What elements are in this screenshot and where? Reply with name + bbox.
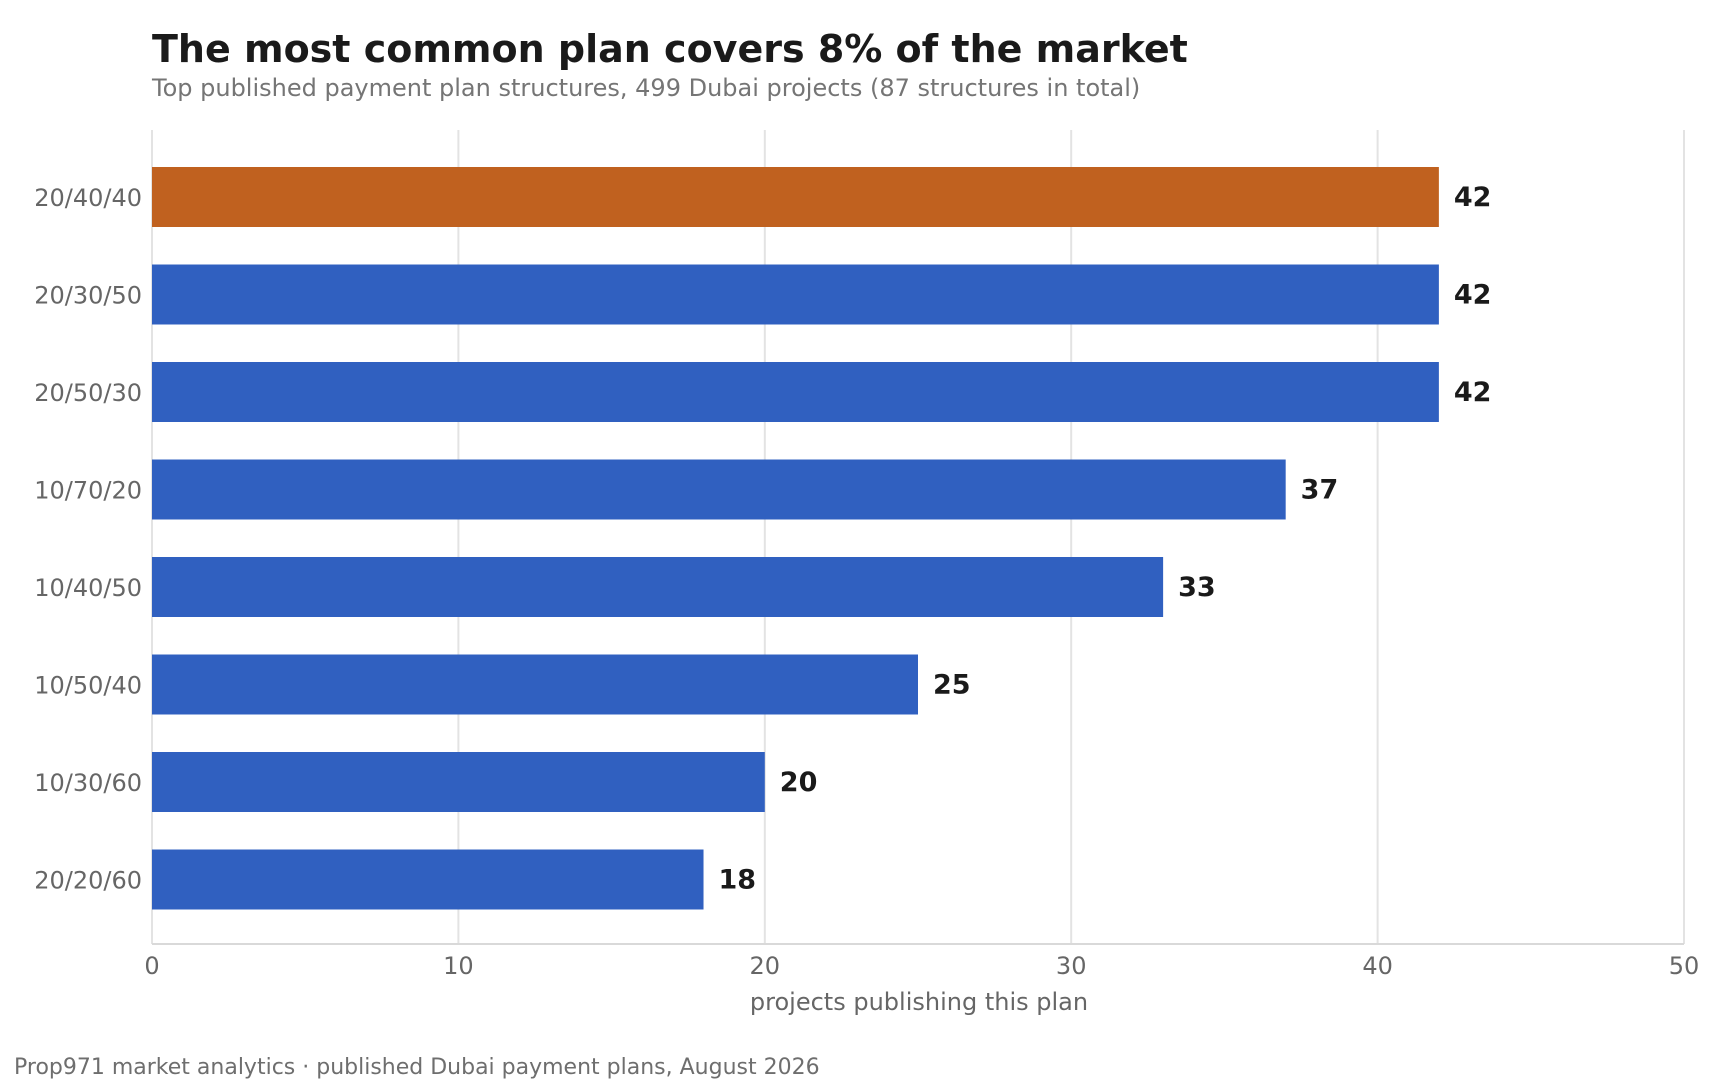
value-label: 42 [1454, 377, 1492, 408]
value-label: 42 [1454, 280, 1492, 311]
x-axis: 0 10 20 30 40 50 [144, 943, 1700, 980]
x-axis-label: projects publishing this plan [750, 988, 1088, 1016]
y-tick-label: 20/30/50 [34, 282, 142, 310]
bar-10-70-20 [152, 459, 1286, 520]
value-label: 33 [1178, 572, 1216, 603]
chart-subtitle: Top published payment plan structures, 4… [151, 74, 1140, 102]
x-tick-label: 0 [144, 952, 159, 980]
y-tick-label: 20/50/30 [34, 379, 142, 407]
bar-10-50-40 [152, 654, 918, 715]
y-tick-label: 10/50/40 [34, 672, 142, 700]
y-tick-label: 20/40/40 [34, 184, 142, 212]
value-label: 42 [1454, 182, 1492, 213]
bar-20-40-40 [152, 167, 1439, 227]
category-labels: 20/40/40 20/30/50 20/50/30 10/70/20 10/40/50… [34, 184, 142, 895]
x-tick-label: 30 [1056, 952, 1087, 980]
y-tick-label: 10/30/60 [34, 769, 142, 797]
x-tick-label: 50 [1669, 952, 1700, 980]
y-tick-label: 10/70/20 [34, 477, 142, 505]
bars [152, 167, 1439, 910]
bar-20-20-60 [152, 849, 704, 910]
footer-source: Prop971 market analytics · published Dub… [14, 1055, 820, 1080]
chart-title: The most common plan covers 8% of the ma… [152, 27, 1188, 71]
value-label: 25 [933, 670, 971, 701]
y-tick-label: 20/20/60 [34, 867, 142, 895]
value-labels: 42 42 42 37 33 25 20 18 [719, 182, 1492, 896]
value-label: 20 [780, 767, 818, 798]
x-tick-label: 40 [1362, 952, 1393, 980]
value-label: 18 [719, 865, 757, 896]
bar-20-30-50 [152, 264, 1439, 325]
x-tick-label: 10 [443, 952, 474, 980]
value-label: 37 [1301, 475, 1339, 506]
bar-10-40-50 [152, 557, 1164, 617]
gridlines [151, 130, 1685, 944]
x-tick-label: 20 [750, 952, 781, 980]
bar-10-30-60 [152, 752, 765, 812]
y-tick-label: 10/40/50 [34, 574, 142, 602]
bar-20-50-30 [152, 362, 1439, 422]
